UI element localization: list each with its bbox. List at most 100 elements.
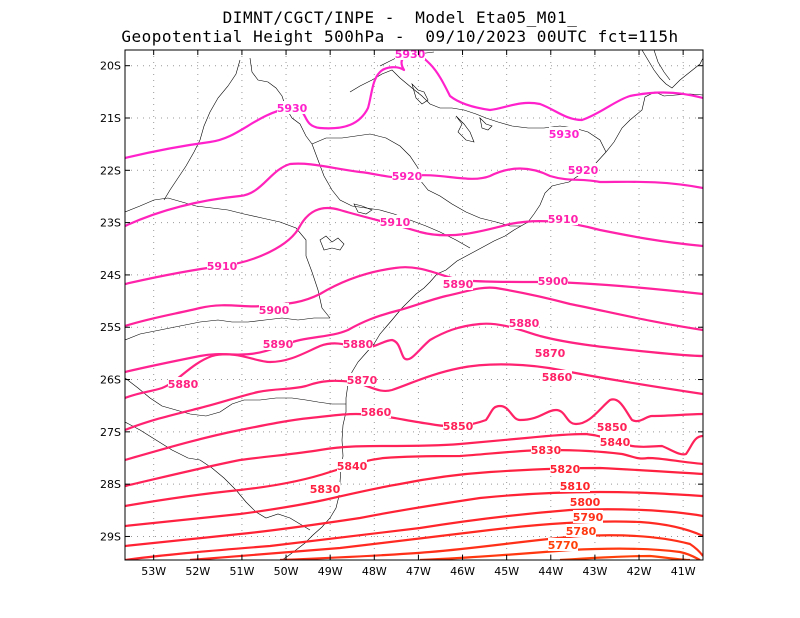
contour-label-bg (310, 482, 340, 495)
lon-label: 51W (229, 565, 254, 578)
contour-label: 5840 (600, 436, 631, 449)
reservoir (455, 115, 475, 143)
contour-5890 (125, 286, 703, 374)
lon-label: 41W (671, 565, 696, 578)
contour-5780 (419, 547, 701, 560)
contour-label-bg (263, 337, 293, 350)
reservoir (411, 82, 429, 105)
contour-5880 (125, 322, 703, 400)
lon-label: 45W (494, 565, 519, 578)
contour-5770 (559, 554, 691, 560)
contour-label: 5840 (337, 460, 368, 473)
lat-label: 24S (100, 269, 121, 282)
contour-label: 5770 (548, 539, 579, 552)
contour-5930 (125, 52, 703, 160)
lat-label: 21S (100, 112, 121, 125)
contour-5900 (125, 266, 703, 328)
contour-label-bg (380, 215, 410, 228)
contour-label: 5900 (259, 304, 290, 317)
contour-label-bg (535, 346, 565, 359)
contour-5850 (125, 432, 703, 488)
lon-label: 50W (274, 565, 299, 578)
contour-5860 (125, 398, 703, 462)
contour-label: 5890 (263, 338, 294, 351)
contour-label: 5860 (361, 406, 392, 419)
contour-label-bg (538, 274, 568, 287)
lon-label: 49W (318, 565, 343, 578)
reservoir (319, 235, 345, 251)
contour-5820 (125, 490, 703, 548)
contour-label: 5920 (392, 170, 423, 183)
contour-label: 5930 (549, 128, 580, 141)
contour-label: 5880 (168, 378, 199, 391)
contour-label-bg (443, 419, 473, 432)
contour-label-bg (549, 127, 579, 140)
contour-label: 5810 (560, 480, 591, 493)
contour-label: 5860 (542, 371, 573, 384)
contour-label: 5930 (395, 48, 426, 61)
contour-label-bg (570, 495, 600, 508)
contour-label-bg (548, 538, 578, 551)
reservoir (479, 117, 493, 131)
contour-label-bg (392, 169, 422, 182)
contour-label: 5900 (538, 275, 569, 288)
lon-label: 47W (406, 565, 431, 578)
contour-label: 5790 (573, 511, 604, 524)
axis-ticks: 20S 21S 22S 23S 24S 25S 26S 27S 28S 29S 53W 52W 51W 5… (100, 50, 703, 578)
lat-label: 29S (100, 530, 121, 543)
lon-label: 43W (582, 565, 607, 578)
state-border (249, 57, 313, 145)
lon-label: 42W (627, 565, 652, 578)
contour-label-bg (168, 377, 198, 390)
lat-label: 25S (100, 321, 121, 334)
state-border (125, 317, 330, 341)
contour-label-bg (573, 510, 603, 523)
contour-label: 5920 (568, 164, 599, 177)
lat-label: 20S (100, 60, 121, 73)
contour-label-bg (597, 420, 627, 433)
contour-label-bg (531, 443, 561, 456)
coastline (281, 91, 703, 560)
state-border (163, 59, 241, 201)
lon-label: 53W (141, 565, 166, 578)
contour-label-bg (600, 435, 630, 448)
contour-label: 5780 (566, 525, 597, 538)
lon-label: 52W (185, 565, 210, 578)
contour-label: 5930 (277, 102, 308, 115)
contour-label: 5830 (310, 483, 341, 496)
contour-label-bg (509, 316, 539, 329)
map-title-line2: Geopotential Height 500hPa - 09/10/2023 … (121, 27, 679, 46)
contour-label-bg (443, 277, 473, 290)
contour-label-bg (542, 370, 572, 383)
state-border (125, 197, 331, 319)
state-border (641, 50, 703, 89)
lat-label: 26S (100, 374, 121, 387)
contour-5830 (125, 466, 703, 528)
contour-label-bg (343, 337, 373, 350)
contour-label-bg (347, 373, 377, 386)
contour-label-bg (566, 524, 596, 537)
lat-label: 28S (100, 478, 121, 491)
contour-label: 5880 (343, 338, 374, 351)
lat-label: 22S (100, 164, 121, 177)
lat-label: 27S (100, 426, 121, 439)
contour-label: 5890 (443, 278, 474, 291)
contour-label: 5910 (207, 260, 238, 273)
contour-label: 5830 (531, 444, 562, 457)
map-title-line1: DIMNT/CGCT/INPE - Model Eta05_M01_ (222, 8, 578, 27)
lon-label: 46W (450, 565, 475, 578)
plot-frame (124, 49, 704, 561)
contour-label-bg (337, 459, 367, 472)
contour-label: 5800 (570, 496, 601, 509)
contour-label-bg (568, 163, 598, 176)
state-border (349, 69, 607, 153)
contour-label: 5870 (347, 374, 378, 387)
state-border (125, 377, 346, 417)
contour-label-bg (277, 101, 307, 114)
reservoir (353, 203, 373, 215)
contour-5810 (125, 508, 703, 560)
state-border (653, 50, 671, 81)
lon-label: 44W (538, 565, 563, 578)
contour-5800 (189, 520, 703, 560)
